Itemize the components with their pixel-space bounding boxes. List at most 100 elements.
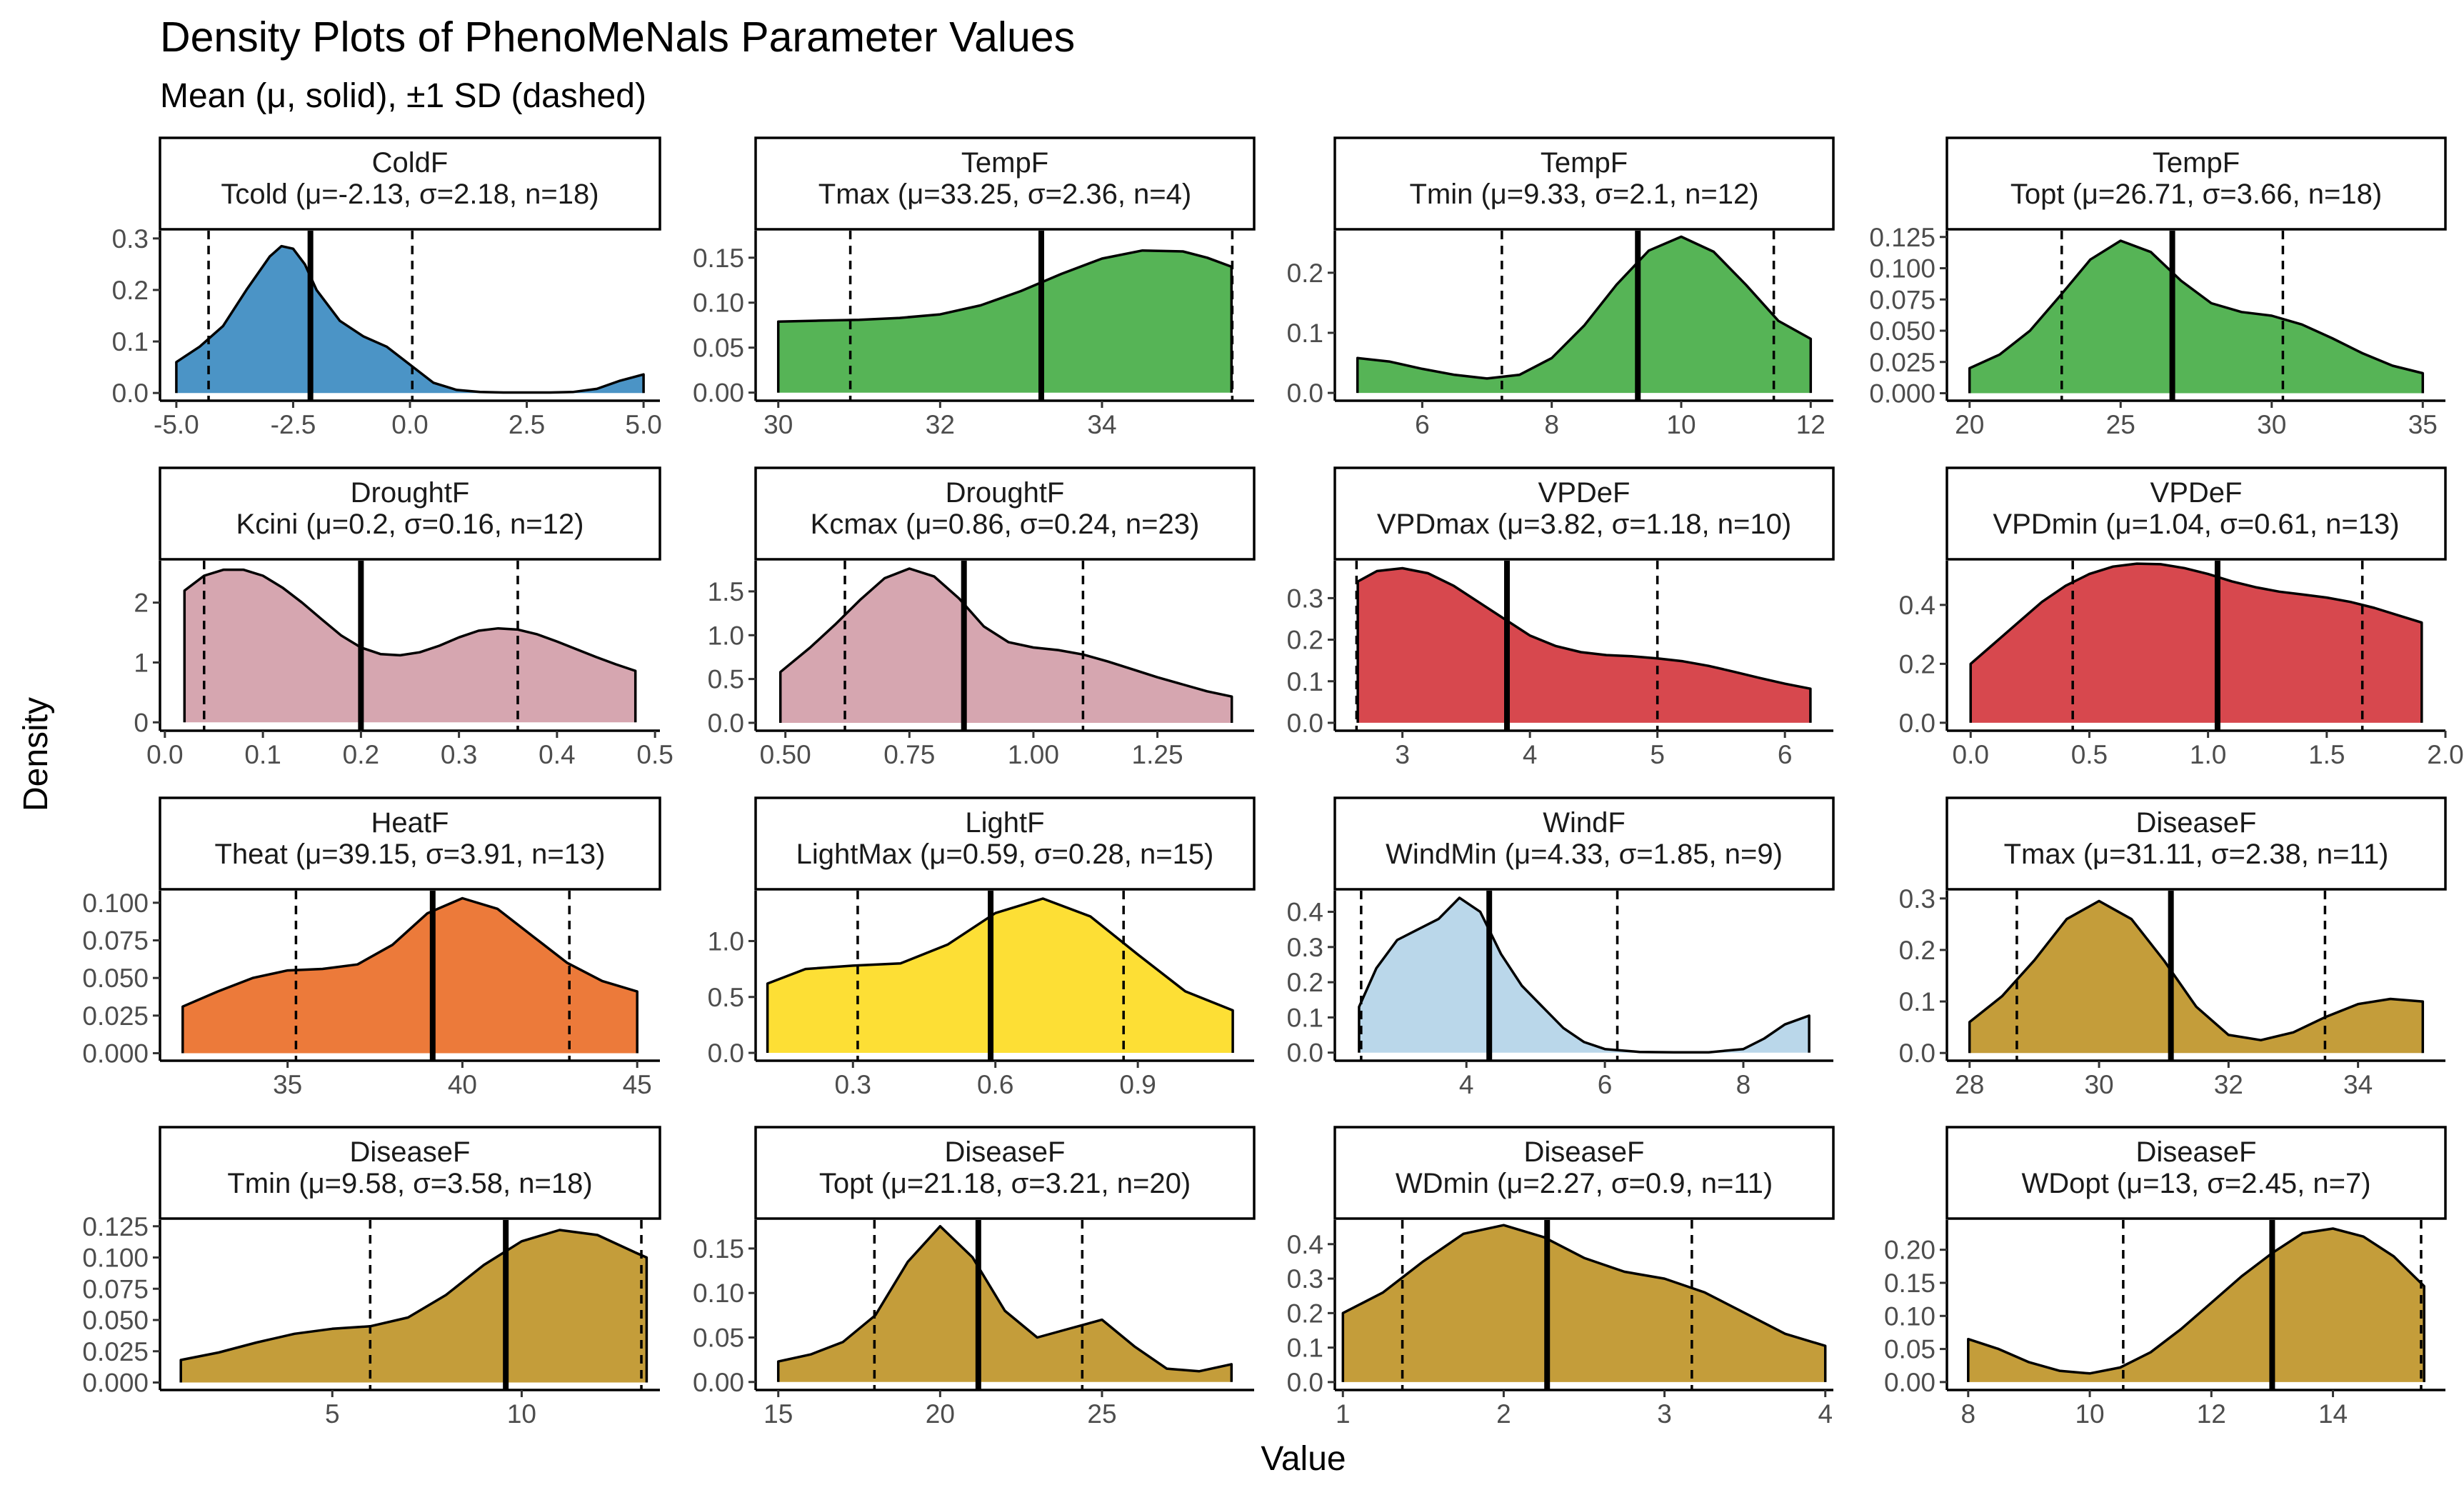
y-tick-label: 0.025: [82, 1001, 149, 1031]
density-curve: [766, 897, 1234, 1053]
facet-strip: [159, 1126, 661, 1220]
y-tick-label: 0.3: [1287, 1264, 1323, 1294]
x-tick-label: 0.0: [146, 740, 183, 769]
y-tick-label: 0.1: [112, 327, 149, 356]
y-tick-label: 0.5: [708, 665, 744, 694]
density-curve: [181, 896, 638, 1054]
density-curve: [1969, 562, 2423, 723]
y-tick-label: 0.075: [82, 1274, 149, 1304]
x-tick-label: 0.9: [1119, 1070, 1156, 1099]
x-tick-label: 8: [1961, 1399, 1976, 1429]
density-area: [1358, 897, 1810, 1053]
y-tick-label: 0.0: [708, 1039, 744, 1068]
chart-subtitle: Mean (μ, solid), ±1 SD (dashed): [160, 77, 646, 115]
x-tick-label: -5.0: [154, 410, 199, 439]
density-curve: [1356, 566, 1812, 723]
facet-strip: [754, 136, 1256, 231]
strip-parameter-label: Tmax (μ=33.25, σ=2.36, n=4): [818, 179, 1191, 210]
x-tick-label: 5: [325, 1399, 340, 1429]
y-tick-label: 0.15: [1884, 1269, 1935, 1298]
y-tick-label: 0.2: [1287, 1299, 1323, 1328]
strip-factor-label: VPDeF: [2150, 477, 2243, 509]
x-tick-label: 6: [1598, 1070, 1613, 1099]
y-tick-label: 0.050: [1869, 316, 1935, 346]
strip-parameter-label: Kcmax (μ=0.86, σ=0.24, n=23): [811, 509, 1200, 540]
y-tick-label: 0.2: [1287, 626, 1323, 655]
x-tick-label: 45: [623, 1070, 652, 1099]
density-curve: [1968, 899, 2425, 1054]
y-tick-label: 0.3: [112, 224, 149, 254]
density-area: [176, 246, 644, 394]
strip-parameter-label: WDopt (μ=13, σ=2.45, n=7): [2021, 1168, 2370, 1199]
x-tick-label: 0.6: [977, 1070, 1013, 1099]
strip-parameter-label: LightMax (μ=0.59, σ=0.28, n=15): [796, 839, 1214, 870]
y-tick-label: 0: [134, 708, 149, 737]
y-tick-label: 0.10: [693, 289, 744, 318]
y-tick-label: 0.3: [1287, 584, 1323, 613]
strip-parameter-label: Kcini (μ=0.2, σ=0.16, n=12): [236, 509, 584, 540]
y-tick-label: 0.075: [82, 926, 149, 956]
x-tick-label: 0.1: [244, 740, 281, 769]
y-tick-label: 1.5: [708, 577, 744, 606]
density-curve: [1968, 239, 2425, 394]
strip-parameter-label: Topt (μ=21.18, σ=3.21, n=20): [819, 1168, 1191, 1199]
y-tick-label: 0.10: [693, 1279, 744, 1308]
y-tick-label: 0.075: [1869, 285, 1935, 314]
x-tick-label: 4: [1818, 1399, 1833, 1429]
density-area: [1358, 568, 1811, 723]
y-tick-label: 0.2: [1287, 968, 1323, 997]
density-area: [778, 250, 1232, 393]
y-tick-label: 0.2: [112, 276, 149, 305]
strip-factor-label: DiseaseF: [350, 1136, 471, 1168]
density-area: [1969, 901, 2423, 1054]
strip-factor-label: HeatF: [371, 807, 449, 839]
x-tick-label: 0.4: [539, 740, 575, 769]
x-tick-label: 8: [1544, 410, 1559, 439]
x-tick-label: 0.3: [835, 1070, 871, 1099]
density-curve: [776, 1224, 1233, 1382]
density-area: [1970, 564, 2422, 723]
y-tick-label: 0.2: [1899, 936, 1935, 965]
density-curve: [179, 1229, 648, 1383]
y-tick-label: 0.05: [1884, 1335, 1935, 1364]
density-curve: [183, 568, 637, 723]
y-tick-label: 0.05: [693, 1323, 744, 1352]
y-tick-label: 0.100: [82, 1244, 149, 1273]
x-tick-label: 25: [1087, 1399, 1116, 1429]
strip-parameter-label: Topt (μ=26.71, σ=3.66, n=18): [2010, 179, 2382, 210]
x-tick-label: 1.25: [1132, 740, 1183, 769]
y-tick-label: 0.0: [1899, 709, 1935, 738]
x-tick-label: 0.0: [1953, 740, 1989, 769]
x-tick-label: 1.5: [2308, 740, 2345, 769]
x-tick-label: 0.3: [441, 740, 477, 769]
strip-factor-label: VPDeF: [1538, 477, 1631, 509]
x-tick-label: 2.0: [2427, 740, 2463, 769]
y-tick-label: 0.20: [1884, 1236, 1935, 1265]
x-tick-label: 1.00: [1008, 740, 1059, 769]
x-tick-label: 25: [2106, 410, 2135, 439]
x-tick-label: 30: [2084, 1070, 2113, 1099]
x-axis-title: Value: [1261, 1440, 1346, 1478]
y-tick-label: 0.050: [82, 964, 149, 993]
facet-strip: [159, 466, 661, 561]
y-tick-label: 0.1: [1899, 987, 1935, 1016]
strip-factor-label: DiseaseF: [945, 1136, 1066, 1168]
y-tick-label: 0.025: [82, 1337, 149, 1366]
facet-strip: [754, 796, 1256, 891]
facet-strip: [1333, 1126, 1835, 1220]
strip-parameter-label: Tmin (μ=9.58, σ=3.58, n=18): [227, 1168, 592, 1199]
y-tick-label: 0.000: [82, 1039, 149, 1068]
y-tick-label: 0.000: [82, 1369, 149, 1398]
x-tick-label: 0.75: [883, 740, 935, 769]
y-tick-label: 0.0: [1899, 1039, 1935, 1068]
x-tick-label: -2.5: [271, 410, 316, 439]
x-tick-label: 20: [1955, 410, 1984, 439]
y-tick-label: 0.0: [112, 379, 149, 408]
y-tick-label: 0.0: [1287, 379, 1323, 408]
facet-strip: [1945, 1126, 2447, 1220]
